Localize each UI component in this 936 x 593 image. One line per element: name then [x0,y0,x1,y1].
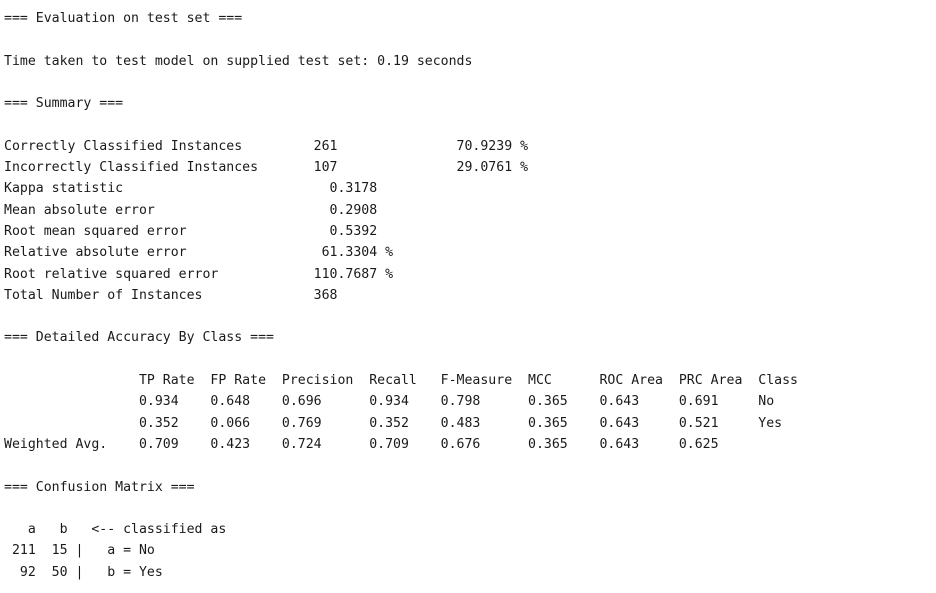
classifier-output-text[interactable]: === Evaluation on test set === Time take… [4,11,798,580]
